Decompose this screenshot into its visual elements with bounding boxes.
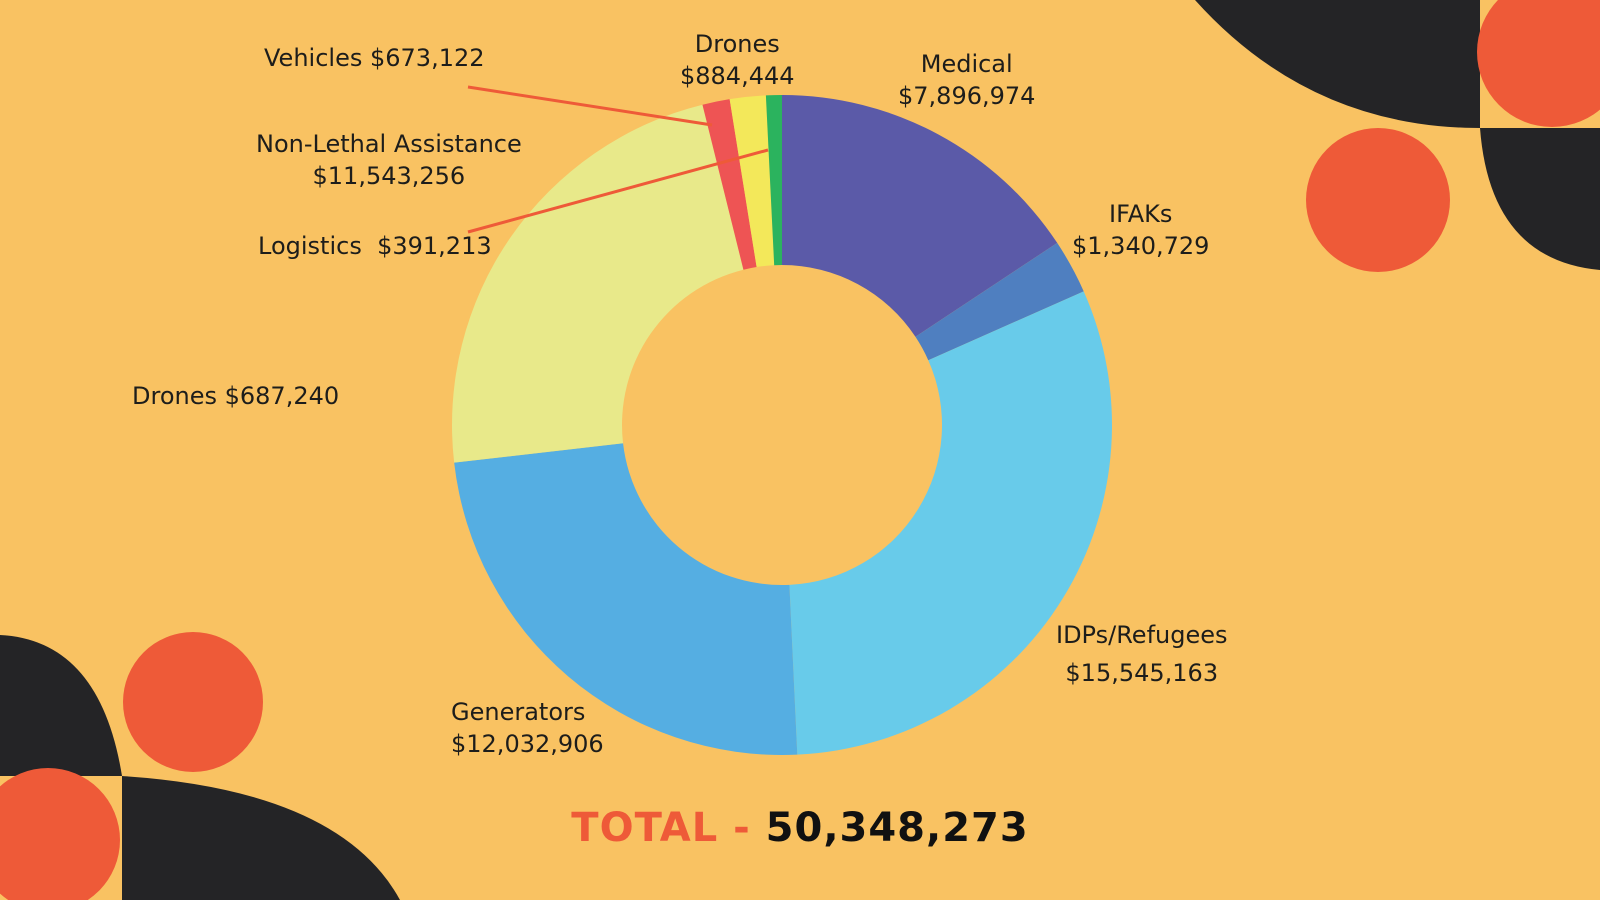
label-drones-left: Drones $687,240 [132,380,339,412]
donut-chart [452,95,1112,756]
label-vehicles: Vehicles $673,122 [264,42,485,74]
donut-slice-non-lethal-assistance [452,104,744,463]
label-amount: $11,543,256 [312,162,466,190]
label-amount: $1,340,729 [1072,232,1210,260]
label-amount: $12,032,906 [451,730,604,758]
label-logistics: Logistics $391,213 [258,230,492,262]
label-name: IDPs/Refugees [1056,621,1228,649]
decoration-top-right [1195,0,1600,272]
total-value: 50,348,273 [765,805,1029,851]
label-amount: $687,240 [224,382,340,410]
label-amount: $15,545,163 [1065,659,1219,687]
leader-line-vehicles [467,85,713,127]
orange-circle [1306,128,1450,272]
donut-slice-ifaks [915,242,1084,361]
donut-slice-logistics [765,95,782,266]
label-medical: Medical $7,896,974 [898,48,1035,112]
orange-circle [0,768,120,900]
label-name: Vehicles [264,44,363,72]
dark-half-circle [122,776,400,900]
decoration-bottom-left [0,632,400,900]
label-generators: Generators $12,032,906 [451,696,604,760]
label-non-lethal-assistance: Non-Lethal Assistance $11,543,256 [256,128,522,192]
donut-slice-generators [454,443,798,756]
total-prefix: TOTAL - [571,805,766,851]
label-name: Drones [132,382,217,410]
orange-circle [1477,0,1600,127]
dark-quarter-shape [1480,128,1600,270]
donut-slice-vehicles [702,99,757,270]
label-amount: $7,896,974 [898,82,1036,110]
donut-slice-idps-refugees [789,291,1112,755]
leader-line-logistics [467,148,769,234]
label-name: Non-Lethal Assistance [256,130,522,158]
donut-slice-drones [729,95,775,268]
label-name: Medical [920,50,1013,78]
label-drones-top: Drones $884,444 [680,28,795,92]
dark-half-circle [0,635,122,776]
donut-slice-medical [782,95,1058,337]
label-amount: $884,444 [680,62,795,90]
label-amount: $673,122 [369,44,485,72]
dark-half-circle [1195,0,1480,128]
label-name: IFAKs [1109,200,1173,228]
label-ifaks: IFAKs $1,340,729 [1072,198,1209,262]
label-amount: $391,213 [377,232,492,260]
orange-circle [123,632,263,772]
label-name: Drones [694,30,780,58]
label-name: Generators [451,698,586,726]
label-idps-refugees: IDPs/Refugees $15,545,163 [1056,616,1228,692]
total-line: TOTAL - 50,348,273 [0,805,1600,851]
label-name: Logistics [258,232,362,260]
